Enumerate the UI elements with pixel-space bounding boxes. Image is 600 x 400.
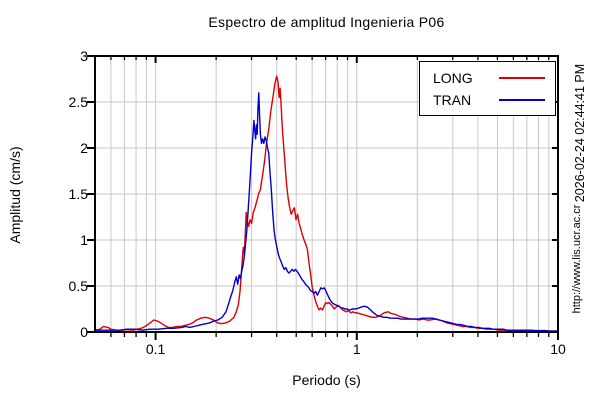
y-tick-label: 0.5 xyxy=(68,278,88,294)
y-tick-label: 2 xyxy=(80,140,88,156)
y-tick-label: 2.5 xyxy=(68,94,88,110)
legend-row-tran: TRAN xyxy=(433,90,545,109)
y-tick-label: 1.5 xyxy=(68,186,88,202)
x-axis-title: Periodo (s) xyxy=(292,372,361,388)
legend-label-tran: TRAN xyxy=(433,91,472,108)
legend-line-sample-long xyxy=(499,76,545,79)
curve-long xyxy=(94,75,559,332)
chart-title: Espectro de amplitud Ingenieria P06 xyxy=(208,14,445,30)
url-label: http://www.lis.ucr.ac.cr xyxy=(571,204,583,314)
legend-box: LONG TRAN xyxy=(419,61,556,116)
x-tick-label: 0.1 xyxy=(145,341,166,357)
timestamp-label: 2026-02-24 02:44:41 PM xyxy=(573,63,587,203)
legend-row-long: LONG xyxy=(433,68,545,87)
x-tick-label: 10 xyxy=(550,341,566,357)
y-tick-label: 0 xyxy=(80,324,88,340)
legend-label-long: LONG xyxy=(433,69,473,86)
legend-line-sample-tran xyxy=(499,98,545,101)
y-tick-label: 1 xyxy=(80,232,88,248)
x-tick-label: 1 xyxy=(352,341,361,357)
curve-tran xyxy=(94,92,559,332)
y-axis-title: Amplitud (cm/s) xyxy=(7,146,23,244)
y-tick-label: 3 xyxy=(80,48,88,64)
